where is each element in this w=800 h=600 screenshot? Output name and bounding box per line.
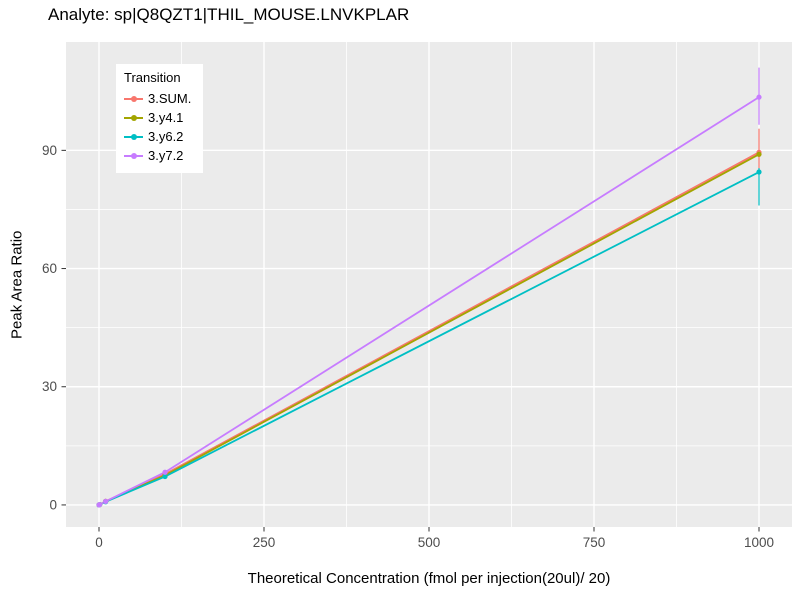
legend-item: 3.y6.2 (124, 127, 191, 146)
legend-label: 3.y4.1 (148, 110, 184, 125)
data-point-3.y7.2 (756, 94, 762, 100)
data-point-3.y7.2 (97, 501, 103, 508)
x-tick-label: 750 (583, 535, 606, 550)
legend-item: 3.y4.1 (124, 108, 191, 127)
legend: Transition 3.SUM. 3.y4.1 3.y6.2 3.y7.2 (116, 64, 204, 173)
data-point-3.y6.2 (756, 169, 762, 175)
x-tick-label: 250 (253, 535, 276, 550)
legend-label: 3.SUM. (148, 91, 192, 106)
y-tick-label: 30 (42, 379, 57, 394)
legend-label: 3.y6.2 (148, 129, 184, 144)
legend-item: 3.SUM. (124, 89, 191, 108)
data-point-3.y7.2 (103, 498, 109, 504)
legend-key-dot (130, 133, 137, 140)
x-tick-label: 1000 (744, 535, 774, 550)
legend-key-icon (124, 146, 143, 165)
data-point-3.y4.1 (756, 151, 762, 157)
legend-key-dot (130, 95, 137, 102)
legend-key-icon (124, 108, 143, 127)
x-axis-label: Theoretical Concentration (fmol per inje… (247, 570, 611, 587)
y-tick-label: 60 (42, 261, 57, 276)
legend-item: 3.y7.2 (124, 146, 191, 165)
data-point-3.y6.2 (162, 473, 168, 480)
legend-key-dot (130, 114, 137, 121)
chart-title: Analyte: sp|Q8QZT1|THIL_MOUSE.LNVKPLAR (48, 5, 410, 24)
legend-key-icon (124, 89, 143, 108)
y-tick-label: 90 (42, 143, 57, 158)
x-tick-label: 0 (95, 535, 103, 550)
y-tick-label: 0 (49, 497, 57, 512)
legend-label: 3.y7.2 (148, 148, 184, 163)
legend-key-icon (124, 127, 143, 146)
data-point-3.y7.2 (162, 469, 168, 475)
legend-key-dot (130, 152, 137, 159)
legend-title: Transition (124, 70, 181, 85)
legend-items: 3.SUM. 3.y4.1 3.y6.2 3.y7.2 (124, 89, 191, 165)
x-tick-label: 500 (418, 535, 441, 550)
